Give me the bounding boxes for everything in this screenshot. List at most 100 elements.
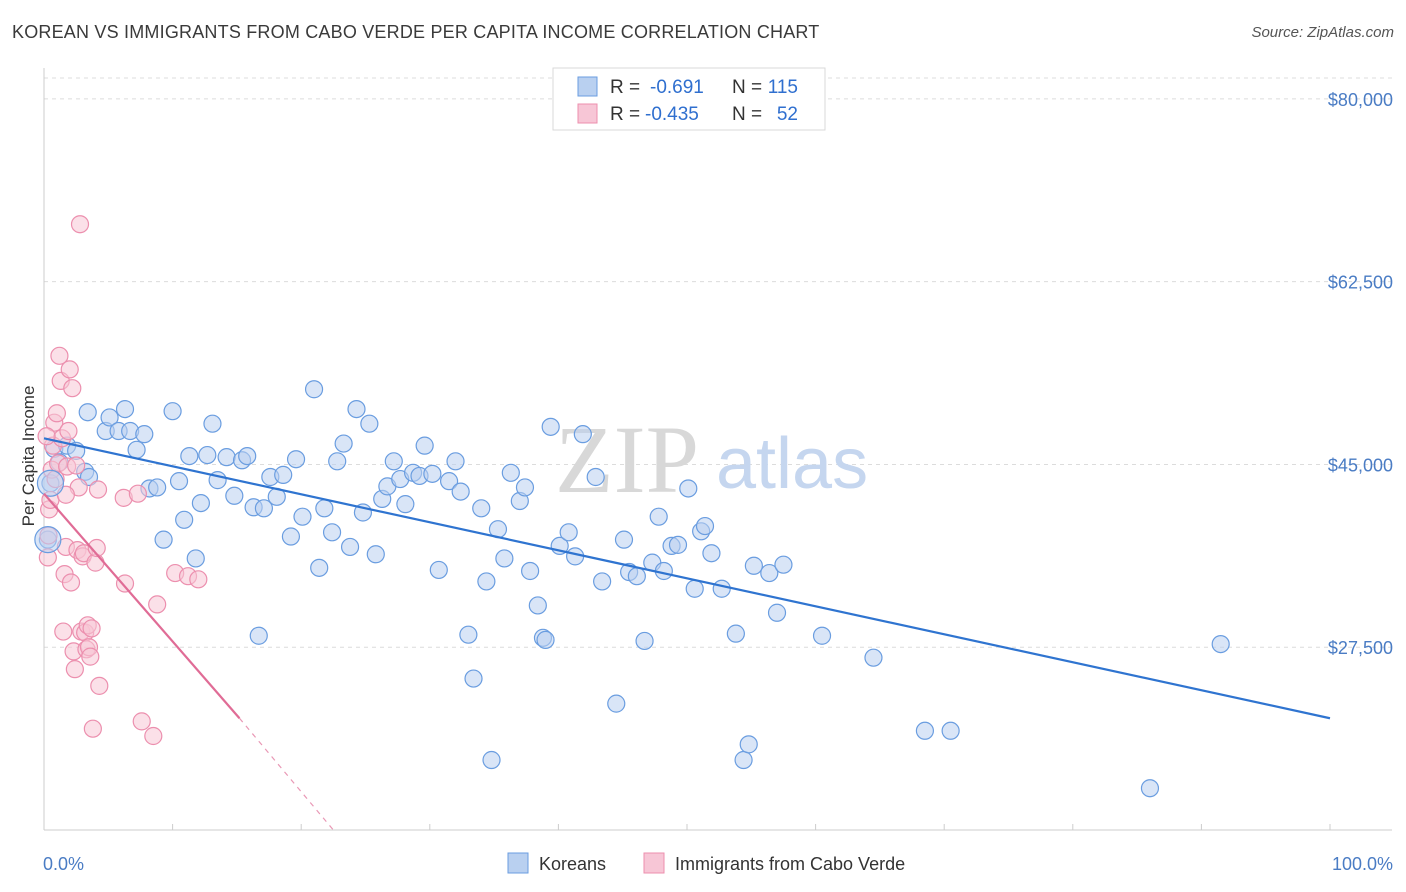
koreans-point	[78, 403, 97, 422]
cabo-verde-point	[50, 346, 69, 365]
koreans-point	[127, 440, 146, 459]
chart-title: KOREAN VS IMMIGRANTS FROM CABO VERDE PER…	[12, 22, 820, 42]
koreans-point	[415, 436, 434, 455]
koreans-point	[515, 478, 535, 497]
koreans-point	[679, 479, 698, 498]
koreans-point	[1140, 779, 1160, 798]
cabo-verde-point	[61, 573, 81, 592]
koreans-point	[464, 669, 483, 688]
series-legend-swatch-koreans	[507, 852, 529, 874]
koreans-point	[726, 624, 745, 643]
stats-legend-box	[552, 67, 826, 131]
koreans-point	[521, 561, 540, 581]
cabo-verde-point	[128, 484, 147, 503]
koreans-point	[423, 464, 442, 483]
koreans-point	[593, 572, 612, 591]
stats-legend-r-label-koreans: R =	[610, 77, 640, 98]
koreans-point	[477, 572, 496, 591]
koreans-point	[915, 721, 935, 740]
watermark-zip: ZIP	[555, 406, 699, 513]
koreans-point	[536, 630, 555, 650]
koreans-point	[864, 648, 883, 667]
koreans-point	[254, 499, 274, 518]
koreans-point	[760, 563, 779, 583]
koreans-point	[238, 446, 257, 466]
koreans-point	[627, 567, 646, 586]
koreans-point	[322, 523, 342, 542]
x-tick-label-min: 0.0%	[43, 854, 84, 874]
cabo-verde-trend-line	[43, 492, 241, 719]
koreans-point	[334, 434, 353, 453]
koreans-point	[274, 465, 293, 484]
koreans-point	[614, 530, 634, 549]
cabo-verde-point	[88, 480, 108, 499]
koreans-point	[459, 625, 478, 644]
y-tick-label: $62,500	[1328, 273, 1393, 293]
koreans-point	[668, 535, 688, 554]
koreans-point	[446, 452, 465, 471]
stats-legend-n-value-koreans: 115	[768, 77, 798, 98]
cabo-verde-point	[65, 660, 84, 679]
koreans-point	[293, 507, 312, 526]
y-tick-label: $80,000	[1328, 90, 1393, 110]
koreans-point	[366, 545, 385, 564]
koreans-point	[249, 626, 268, 645]
koreans-point	[635, 631, 654, 651]
koreans-point	[148, 478, 167, 497]
koreans-point	[501, 463, 520, 482]
koreans-point	[163, 402, 182, 421]
koreans-point	[739, 735, 758, 754]
cabo-verde-point	[54, 622, 73, 641]
koreans-point	[559, 523, 578, 542]
y-tick-label: $45,000	[1328, 455, 1393, 475]
koreans-point	[340, 537, 360, 557]
koreans-point	[310, 558, 329, 577]
koreans-point	[186, 549, 205, 568]
watermark-atlas: atlas	[716, 424, 868, 504]
stats-legend-n-value-cabo-verde: 52	[777, 104, 798, 125]
series-legend-swatch-cabo-verde	[643, 852, 665, 874]
koreans-point	[191, 493, 210, 513]
koreans-point-large	[34, 526, 62, 554]
koreans-point	[115, 399, 135, 419]
stats-legend-r-value-cabo-verde: -0.435	[645, 104, 699, 125]
koreans-point	[812, 626, 832, 645]
koreans-point	[360, 414, 379, 433]
cabo-verde-point	[144, 726, 163, 746]
stats-legend-n-label-koreans: N =	[732, 77, 762, 98]
stats-legend-n-label-cabo-verde: N =	[732, 104, 762, 125]
koreans-point	[225, 486, 244, 505]
koreans-point	[744, 556, 763, 575]
cabo-verde-point	[189, 570, 208, 589]
stats-legend-r-value-koreans: -0.691	[650, 77, 704, 98]
koreans-point	[328, 452, 347, 471]
cabo-verde-point	[60, 360, 79, 379]
koreans-point	[1211, 634, 1230, 654]
y-axis-label: Per Capita Income	[19, 386, 38, 527]
koreans-point	[315, 499, 334, 518]
cabo-verde-point	[67, 456, 86, 475]
koreans-point	[702, 544, 721, 563]
koreans-trend-line	[43, 437, 1331, 720]
koreans-point	[429, 560, 448, 580]
koreans-point	[396, 495, 415, 514]
koreans-point-large	[36, 469, 65, 497]
koreans-point	[203, 414, 222, 433]
koreans-point	[941, 721, 960, 740]
cabo-verde-point	[81, 647, 100, 666]
cabo-verde-point	[87, 538, 106, 558]
koreans-point	[169, 472, 189, 491]
cabo-verde-point	[82, 619, 101, 638]
cabo-verde-trend-extension	[239, 717, 334, 831]
watermark: ZIP atlas	[555, 406, 868, 513]
koreans-point	[472, 499, 491, 518]
koreans-point	[180, 446, 199, 466]
koreans-point	[685, 579, 704, 598]
koreans-point	[154, 530, 173, 549]
cabo-verde-point	[132, 712, 151, 731]
koreans-point	[304, 380, 324, 399]
series-legend: Koreans Immigrants from Cabo Verde	[507, 852, 905, 874]
koreans-point	[217, 448, 236, 467]
cabo-verde-point	[90, 676, 109, 695]
